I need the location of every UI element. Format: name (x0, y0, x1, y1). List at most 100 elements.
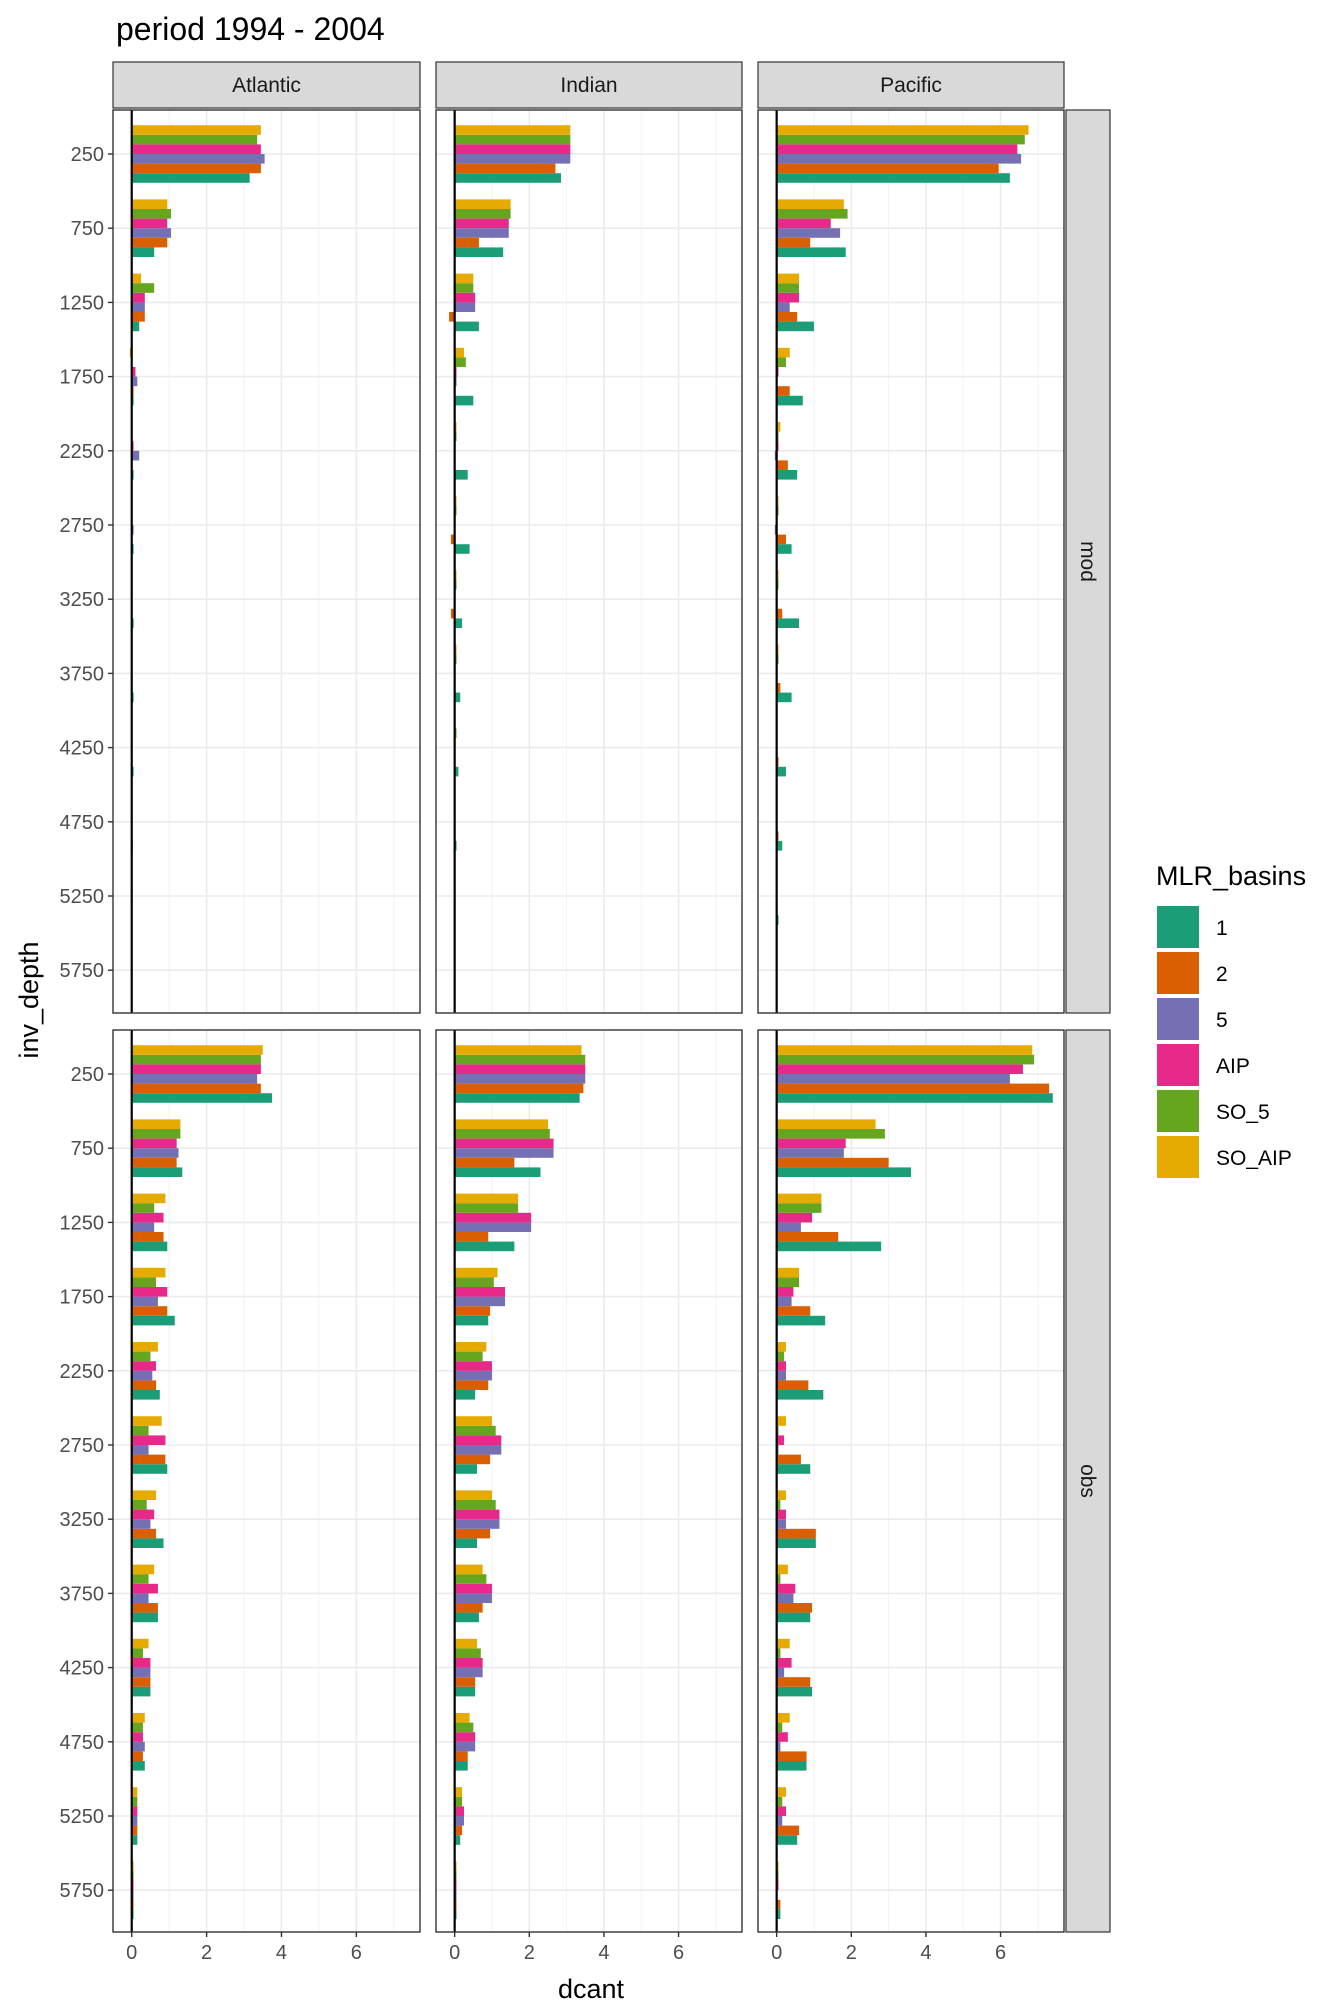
x-tick-label: 6 (995, 1942, 1006, 1964)
panel-border (757, 1029, 1065, 1933)
bar-aip (776, 1361, 786, 1371)
y-tick-label: 2750 (60, 1435, 105, 1457)
bar-so_aip (776, 1638, 790, 1649)
bar-so_aip (131, 1713, 145, 1723)
bar-5 (776, 1816, 783, 1826)
bar-1 (776, 470, 798, 480)
bar-2 (454, 1380, 489, 1390)
bar-5 (454, 1593, 492, 1603)
legend-key-so_5 (1157, 1090, 1199, 1132)
plot-title: period 1994 - 2004 (116, 11, 385, 47)
panel-indian-obs (435, 1029, 743, 1933)
bar-2 (131, 1232, 164, 1242)
bar-aip (776, 1583, 796, 1594)
y-tick-label: 1250 (60, 1212, 105, 1234)
bar-1 (454, 395, 474, 406)
bar-2 (776, 1825, 800, 1836)
bar-1 (776, 1464, 811, 1474)
bar-1 (454, 1241, 515, 1252)
bar-so_aip (776, 347, 790, 358)
bar-aip (454, 1509, 500, 1520)
bar-so_5 (454, 134, 571, 145)
bar-2 (454, 163, 556, 174)
bar-5 (776, 228, 841, 238)
legend-label: 5 (1216, 1009, 1228, 1032)
facet-strip-label: mod (1076, 541, 1099, 582)
y-tick-label: 3750 (60, 663, 105, 685)
bar-2 (776, 237, 811, 248)
bar-5 (776, 1593, 794, 1603)
bar-5 (131, 376, 138, 387)
bar-so_5 (131, 1351, 151, 1362)
x-tick-label: 2 (201, 1942, 212, 1964)
bar-1 (776, 1686, 813, 1697)
bar-so_5 (131, 1054, 261, 1065)
y-axis-title: inv_depth (14, 941, 44, 1058)
bar-so_aip (454, 1193, 519, 1204)
bar-so_5 (776, 283, 800, 293)
bar-so_5 (454, 209, 511, 219)
bar-2 (131, 1603, 158, 1613)
legend-label: SO_AIP (1216, 1147, 1292, 1170)
bar-aip (131, 1435, 166, 1445)
bar-2 (776, 608, 783, 619)
bar-so_aip (131, 1787, 138, 1797)
bar-5 (776, 1370, 786, 1381)
bar-so_aip (776, 125, 1029, 135)
bar-1 (131, 1761, 145, 1771)
bar-2 (776, 1899, 781, 1910)
bar-1 (131, 247, 155, 257)
bar-aip (454, 1138, 554, 1149)
bar-so_aip (131, 1267, 166, 1278)
bar-aip (131, 1806, 138, 1816)
bar-5 (454, 1222, 532, 1232)
bar-aip (454, 1806, 464, 1816)
bar-2 (776, 163, 999, 174)
x-tick-label: 0 (771, 1942, 782, 1964)
bar-so_aip (454, 347, 464, 358)
bar-2 (776, 1751, 807, 1761)
bar-aip (776, 218, 831, 229)
bar-1 (776, 1315, 826, 1326)
x-tick-label: 6 (673, 1942, 684, 1964)
bar-1 (776, 321, 814, 332)
bar-so_5 (131, 134, 258, 145)
bar-5 (454, 1445, 502, 1455)
facet-strip-label: Atlantic (232, 74, 301, 97)
bar-5 (131, 1074, 258, 1084)
bar-1 (776, 544, 792, 554)
bar-1 (454, 1390, 476, 1400)
bar-so_5 (454, 1425, 496, 1436)
bar-1 (454, 1538, 478, 1548)
bar-aip (776, 1435, 785, 1445)
bar-2 (454, 1083, 584, 1094)
bar-1 (454, 1464, 478, 1474)
panel-border (435, 109, 743, 1014)
x-tick-label: 4 (276, 1942, 287, 1964)
legend-key-aip (1157, 1044, 1199, 1086)
bar-aip (454, 218, 509, 229)
bar-so_aip (776, 1045, 1033, 1055)
bar-so_aip (131, 1342, 158, 1352)
legend: MLR_basins 1 2 5 AIP SO_5 SO_AIP (1156, 861, 1306, 1178)
bar-so_aip (454, 1638, 478, 1649)
bar-so_aip (776, 1564, 788, 1575)
bar-aip (776, 1509, 786, 1520)
bar-5 (454, 1667, 483, 1678)
bar-aip (776, 1732, 788, 1742)
bar-so_aip (131, 1193, 166, 1204)
bar-aip (776, 1658, 792, 1668)
facet-strip-label: Indian (560, 74, 617, 97)
bar-5 (454, 1296, 506, 1307)
bar-2 (131, 1157, 177, 1168)
bar-so_aip (776, 422, 781, 432)
panel-border (112, 1029, 421, 1933)
bar-aip (776, 292, 800, 303)
bar-5 (776, 1741, 781, 1752)
bar-aip (131, 1064, 261, 1074)
bar-2 (454, 1232, 489, 1242)
bar-5 (131, 1741, 145, 1752)
bar-2 (776, 534, 786, 545)
y-tick-label: 750 (71, 218, 104, 240)
